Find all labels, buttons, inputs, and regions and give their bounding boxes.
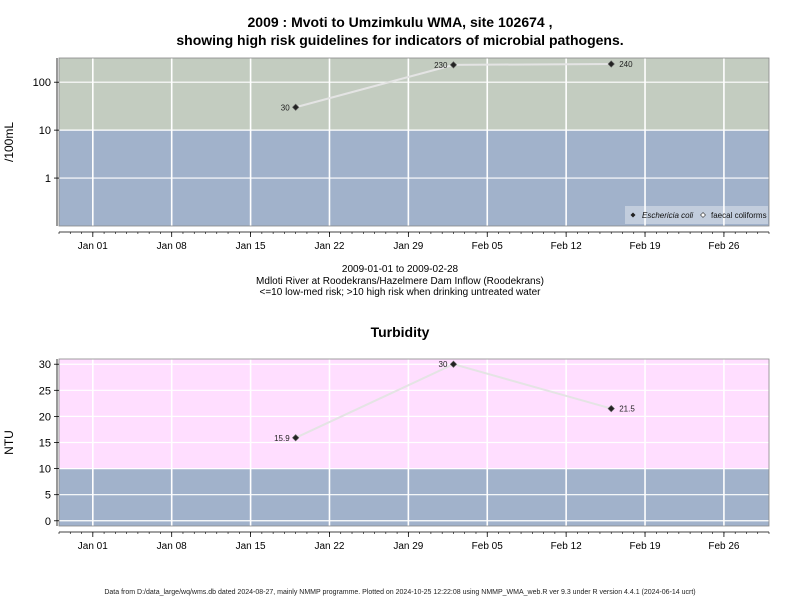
turbidity-title: Turbidity	[370, 324, 430, 340]
x-tick-label: Jan 01	[78, 541, 108, 552]
data-label: 30	[281, 103, 290, 112]
data-point	[607, 60, 615, 68]
legend-marker-ecoli	[630, 212, 636, 218]
data-point	[607, 404, 615, 413]
data-point	[449, 61, 458, 69]
y-tick-label: 30	[39, 359, 51, 371]
x-tick-label: Jan 15	[236, 541, 266, 552]
y-tick-label: 15	[39, 438, 51, 450]
y-tick-label: 1	[45, 173, 51, 185]
legend-marker-faecal	[700, 212, 706, 218]
high-risk-band	[59, 58, 769, 131]
high-risk-band	[59, 359, 769, 469]
x-tick-label: Feb 26	[708, 241, 740, 252]
x-tick-label: Feb 12	[551, 541, 583, 552]
y-axis-label: /100mL	[2, 122, 16, 162]
data-label: 240	[619, 60, 633, 69]
plot-frame	[58, 57, 770, 227]
data-point	[292, 434, 300, 442]
legend: Eschericia coli faecal coliforms	[625, 206, 768, 224]
x-tick-label: Jan 08	[157, 241, 187, 252]
x-tick-label: Jan 08	[157, 541, 187, 552]
legend-label-faecal: faecal coliforms	[711, 211, 767, 220]
x-tick-label: Feb 26	[708, 541, 740, 552]
data-label: 230	[434, 61, 448, 70]
footer-note: Data from D:/data_large/wq/wms.db dated …	[104, 589, 696, 596]
legend-label-ecoli: Eschericia coli	[642, 211, 693, 220]
y-tick-label: 10	[39, 464, 51, 476]
y-tick-label: 20	[39, 411, 51, 423]
caption-guideline: <=10 low-med risk; >10 high risk when dr…	[259, 287, 541, 298]
chart-title: 2009 : Mvoti to Umzimkulu WMA, site 1026…	[247, 14, 553, 30]
x-tick-label: Feb 05	[472, 241, 504, 252]
data-point	[292, 103, 300, 111]
x-tick-label: Jan 22	[314, 241, 344, 252]
data-label: 15.9	[274, 434, 290, 443]
legend-box	[625, 206, 768, 224]
y-tick-label: 25	[39, 385, 51, 397]
chart-panel-1: Jan 01 Jan 08 Jan 15 Jan 22 Jan 29 Feb 05 Feb …	[2, 57, 770, 252]
x-tick-label: Feb 05	[472, 541, 504, 552]
data-point	[449, 360, 458, 368]
caption-site: Mdloti River at Roodekrans/Hazelmere Dam…	[256, 276, 544, 287]
x-tick-label: Feb 12	[551, 241, 583, 252]
data-label: 21.5	[619, 405, 635, 414]
y-tick-label: 10	[39, 125, 51, 137]
caption-date-range: 2009-01-01 to 2009-02-28	[341, 264, 459, 275]
y-tick-label: 0	[45, 516, 51, 528]
low-risk-band	[59, 468, 769, 526]
x-tick-label: Feb 19	[629, 541, 661, 552]
y-tick-label: 100	[33, 77, 51, 89]
x-tick-label: Jan 01	[78, 241, 108, 252]
x-tick-label: Jan 15	[236, 241, 266, 252]
x-tick-label: Jan 29	[393, 541, 423, 552]
data-label: 30	[439, 360, 448, 369]
chart-panel-2: Jan 01 Jan 08 Jan 15 Jan 22 Jan 29 Feb 05 Feb …	[2, 358, 770, 552]
x-tick-label: Feb 19	[629, 241, 661, 252]
y-tick-label: 5	[45, 490, 51, 502]
x-tick-label: Jan 22	[314, 541, 344, 552]
chart-subtitle: showing high risk guidelines for indicat…	[176, 32, 624, 48]
y-axis-label: NTU	[2, 430, 16, 455]
x-tick-label: Jan 29	[393, 241, 423, 252]
